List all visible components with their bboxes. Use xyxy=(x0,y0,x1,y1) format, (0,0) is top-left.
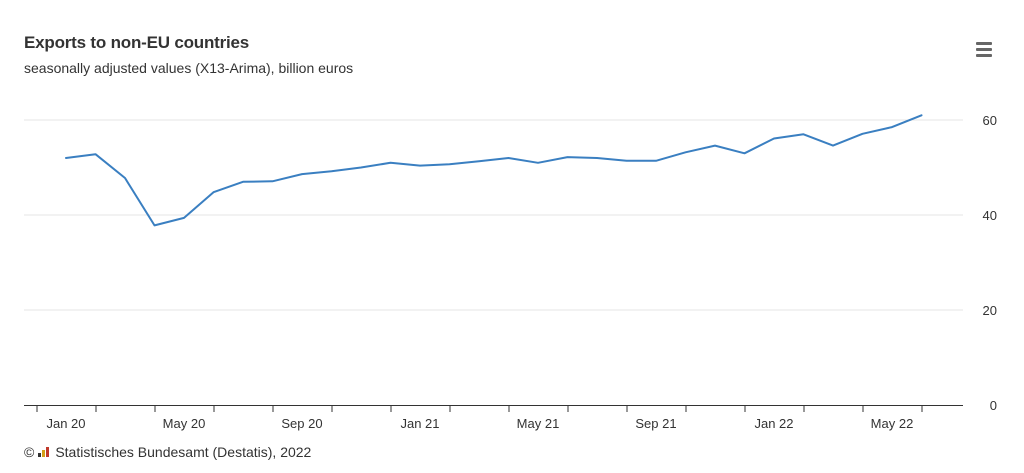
y-tick-label: 0 xyxy=(990,398,997,413)
credits: © Statistisches Bundesamt (Destatis), 20… xyxy=(24,444,311,460)
x-tick-label: May 21 xyxy=(517,416,560,431)
chart-subtitle: seasonally adjusted values (X13-Arima), … xyxy=(24,60,354,76)
y-axis: 0 20 40 60 xyxy=(983,113,997,413)
x-tick-label: Jan 20 xyxy=(46,416,85,431)
x-tick-label: Jan 22 xyxy=(754,416,793,431)
x-tick-label: Sep 21 xyxy=(635,416,676,431)
x-tick-label: Sep 20 xyxy=(281,416,322,431)
copyright-symbol: © xyxy=(24,444,35,460)
credits-text: Statistisches Bundesamt (Destatis), 2022 xyxy=(55,444,312,460)
series-group xyxy=(65,114,923,227)
destatis-logo-icon xyxy=(38,447,50,457)
chart-title: Exports to non-EU countries xyxy=(24,33,250,52)
x-tick-label: Jan 21 xyxy=(400,416,439,431)
chart-menu-button[interactable] xyxy=(971,38,997,62)
x-tick-label: May 20 xyxy=(163,416,206,431)
hamburger-menu-icon xyxy=(976,42,992,45)
y-tick-label: 40 xyxy=(983,208,997,223)
series-line xyxy=(65,114,923,227)
x-tick-label: May 22 xyxy=(871,416,914,431)
y-tick-label: 60 xyxy=(983,113,997,128)
grid-lines xyxy=(24,119,963,311)
y-tick-label: 20 xyxy=(983,303,997,318)
x-axis: Jan 20 May 20 Sep 20 Jan 21 May 21 Sep 21 Jan … xyxy=(24,405,963,431)
